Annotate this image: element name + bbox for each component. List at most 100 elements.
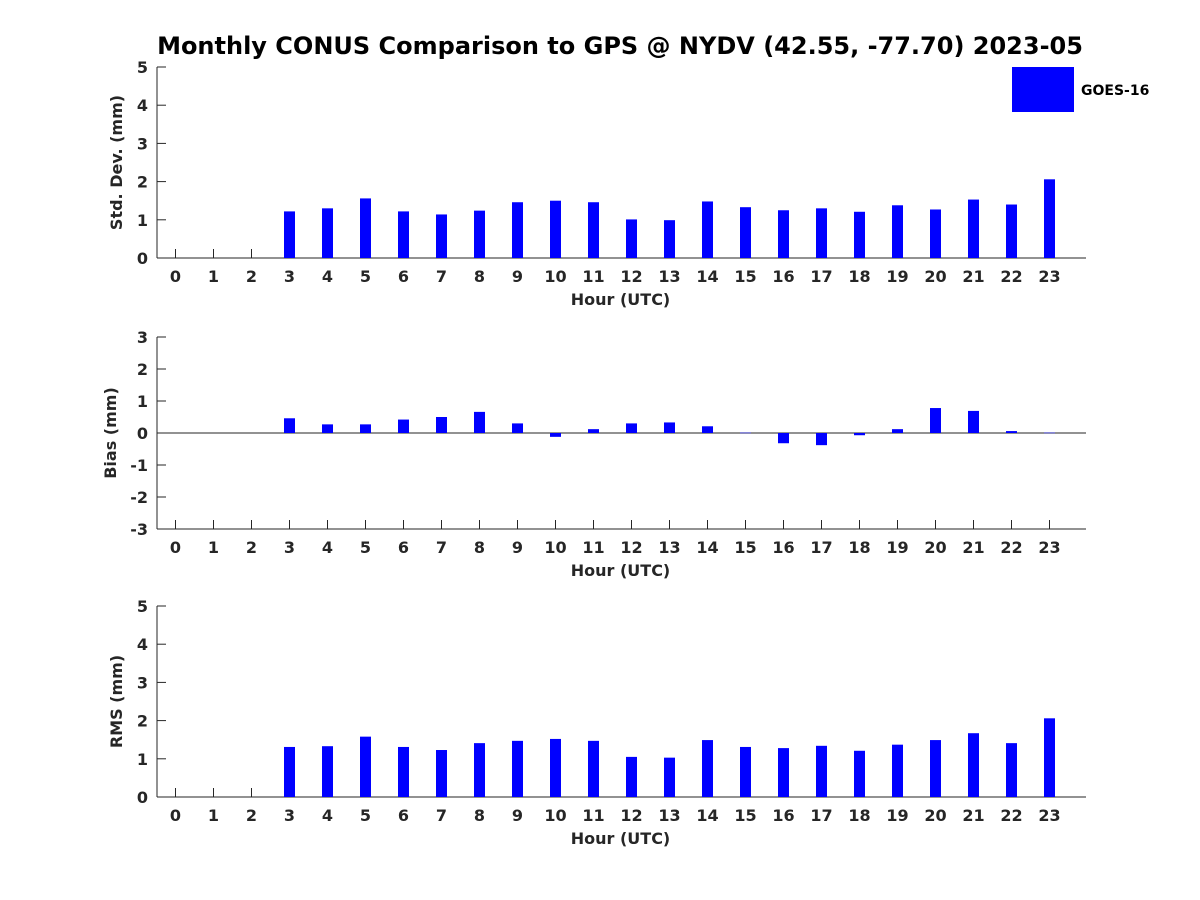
x-tick-label: 0 — [170, 267, 181, 286]
y-tick-label: 1 — [137, 211, 148, 230]
x-tick-label: 4 — [322, 538, 333, 557]
x-tick-label: 12 — [620, 538, 642, 557]
bar-hour-3 — [284, 418, 295, 433]
bar-hour-23 — [1044, 718, 1055, 797]
bar-hour-19 — [892, 744, 903, 797]
bar-hour-16 — [778, 748, 789, 797]
x-tick-label: 1 — [208, 267, 219, 286]
bar-hour-11 — [588, 202, 599, 258]
x-tick-label: 22 — [1000, 267, 1022, 286]
bar-hour-13 — [664, 220, 675, 258]
bar-hour-19 — [892, 429, 903, 433]
x-tick-label: 22 — [1000, 806, 1022, 825]
bar-hour-8 — [474, 210, 485, 258]
bar-hour-4 — [322, 208, 333, 258]
x-axis-label: Hour (UTC) — [571, 561, 671, 580]
x-tick-label: 9 — [512, 267, 523, 286]
x-tick-label: 1 — [208, 806, 219, 825]
bar-hour-5 — [360, 424, 371, 433]
bar-hour-7 — [436, 417, 447, 433]
y-tick-label: 5 — [137, 58, 148, 77]
y-tick-label: 5 — [137, 597, 148, 616]
x-tick-label: 13 — [658, 538, 680, 557]
x-tick-label: 13 — [658, 267, 680, 286]
x-tick-label: 6 — [398, 806, 409, 825]
x-tick-label: 11 — [582, 538, 604, 557]
x-tick-label: 23 — [1038, 538, 1060, 557]
y-tick-label: 1 — [137, 392, 148, 411]
x-axis-label: Hour (UTC) — [571, 829, 671, 848]
x-tick-label: 21 — [962, 267, 984, 286]
bar-hour-7 — [436, 214, 447, 258]
bar-hour-11 — [588, 429, 599, 433]
y-tick-label: 3 — [137, 673, 148, 692]
x-tick-label: 23 — [1038, 267, 1060, 286]
x-tick-label: 15 — [734, 806, 756, 825]
bar-hour-18 — [854, 211, 865, 258]
y-tick-label: 4 — [137, 96, 148, 115]
bar-hour-3 — [284, 211, 295, 258]
x-tick-label: 7 — [436, 267, 447, 286]
x-tick-label: 15 — [734, 267, 756, 286]
bar-hour-10 — [550, 738, 561, 797]
x-tick-label: 16 — [772, 267, 794, 286]
x-tick-label: 3 — [284, 267, 295, 286]
x-tick-label: 16 — [772, 538, 794, 557]
x-tick-label: 21 — [962, 538, 984, 557]
y-axis-label: Bias (mm) — [101, 387, 120, 479]
x-tick-label: 19 — [886, 267, 908, 286]
x-tick-label: 8 — [474, 267, 485, 286]
y-tick-label: 0 — [137, 249, 148, 268]
y-tick-label: 0 — [137, 424, 148, 443]
bar-hour-21 — [968, 410, 979, 433]
bar-hour-15 — [740, 746, 751, 797]
x-tick-label: 11 — [582, 267, 604, 286]
bar-hour-10 — [550, 200, 561, 258]
bar-hour-22 — [1006, 743, 1017, 797]
x-tick-label: 15 — [734, 538, 756, 557]
x-tick-label: 17 — [810, 267, 832, 286]
x-tick-label: 5 — [360, 806, 371, 825]
bar-hour-21 — [968, 733, 979, 797]
y-tick-label: 2 — [137, 712, 148, 731]
x-tick-label: 11 — [582, 806, 604, 825]
bar-hour-6 — [398, 746, 409, 797]
bar-hour-10 — [550, 433, 561, 437]
y-tick-label: -2 — [130, 488, 148, 507]
bar-hour-17 — [816, 433, 827, 446]
bar-hour-6 — [398, 211, 409, 258]
x-tick-label: 17 — [810, 806, 832, 825]
x-tick-label: 6 — [398, 267, 409, 286]
bar-hour-8 — [474, 743, 485, 797]
x-tick-label: 1 — [208, 538, 219, 557]
x-tick-label: 19 — [886, 806, 908, 825]
x-tick-label: 4 — [322, 806, 333, 825]
x-tick-label: 23 — [1038, 806, 1060, 825]
bar-hour-22 — [1006, 204, 1017, 258]
x-tick-label: 0 — [170, 538, 181, 557]
y-tick-label: 3 — [137, 134, 148, 153]
bar-hour-13 — [664, 422, 675, 433]
bar-hour-18 — [854, 750, 865, 797]
x-tick-label: 12 — [620, 267, 642, 286]
bar-hour-13 — [664, 757, 675, 797]
x-tick-label: 9 — [512, 806, 523, 825]
bar-hour-7 — [436, 750, 447, 797]
x-tick-label: 14 — [696, 538, 718, 557]
bar-hour-20 — [930, 408, 941, 433]
y-tick-label: 4 — [137, 635, 148, 654]
x-tick-label: 2 — [246, 538, 257, 557]
y-tick-label: 2 — [137, 360, 148, 379]
x-tick-label: 7 — [436, 806, 447, 825]
legend: GOES-16 — [1012, 67, 1149, 112]
x-tick-label: 22 — [1000, 538, 1022, 557]
bar-hour-11 — [588, 740, 599, 797]
bar-hour-12 — [626, 756, 637, 797]
bar-hour-16 — [778, 433, 789, 444]
y-axis-label: Std. Dev. (mm) — [107, 95, 126, 230]
bar-hour-8 — [474, 411, 485, 433]
